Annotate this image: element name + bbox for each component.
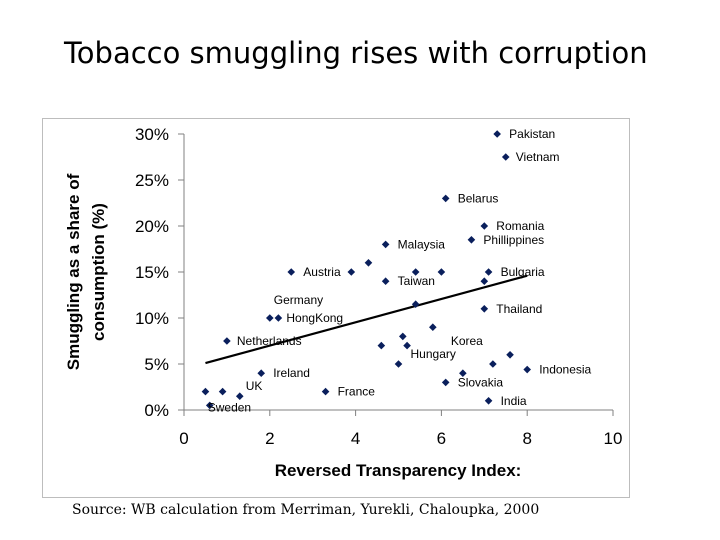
data-point-label: Taiwan xyxy=(398,274,435,288)
data-point-marker xyxy=(493,130,501,138)
data-point-label: Netherlands xyxy=(237,334,302,348)
data-point-marker xyxy=(441,194,450,203)
y-tick-label: 5% xyxy=(144,355,169,374)
data-point-marker xyxy=(398,332,407,341)
data-point-label: Thailand xyxy=(496,302,542,316)
data-point-marker xyxy=(506,351,514,359)
x-tick-label: 10 xyxy=(604,429,623,448)
trendline-group xyxy=(205,274,528,365)
data-point-label: Phillippines xyxy=(483,233,544,247)
data-point-label: Austria xyxy=(303,265,341,279)
data-point-marker xyxy=(201,387,210,396)
data-point-label: Hungary xyxy=(411,347,456,361)
data-point-label: Belarus xyxy=(458,191,499,205)
data-point-marker xyxy=(480,277,489,285)
data-point-marker xyxy=(287,268,296,276)
axes: 0% 5% 10% 15% 20% 25% 30% 0 2 4 6 8 10 xyxy=(135,125,622,448)
data-point-marker xyxy=(394,360,403,368)
data-point-label: Malaysia xyxy=(398,237,446,251)
data-point-marker xyxy=(218,387,227,396)
data-point-marker xyxy=(523,365,531,374)
y-tick-label: 25% xyxy=(135,171,169,190)
data-point-marker xyxy=(501,153,510,161)
y-tick-label: 20% xyxy=(135,217,169,236)
data-point-marker xyxy=(274,314,283,322)
data-point-label: Ireland xyxy=(273,366,310,380)
data-point-marker xyxy=(205,401,214,410)
chart-frame xyxy=(42,118,630,498)
source-note: Source: WB calculation from Merriman, Yu… xyxy=(72,502,540,518)
data-point-marker xyxy=(484,397,493,405)
data-point-marker xyxy=(441,378,450,387)
data-point-marker xyxy=(381,277,390,285)
data-point-marker xyxy=(480,305,489,313)
data-point-label: Sweden xyxy=(208,400,251,414)
data-point-marker xyxy=(429,323,437,331)
y-axis-title-line-2: consumption (%) xyxy=(89,203,108,341)
data-point-marker xyxy=(321,387,330,396)
x-tick-label: 2 xyxy=(265,429,274,448)
data-point-label: France xyxy=(338,385,376,399)
y-tick-label: 15% xyxy=(135,263,169,282)
data-point-marker xyxy=(403,341,411,350)
data-point-marker xyxy=(381,240,390,249)
data-point-label: Vietnam xyxy=(516,150,560,164)
data-point-marker xyxy=(467,236,476,244)
data-point-marker xyxy=(347,268,356,276)
x-tick-label: 8 xyxy=(522,429,531,448)
data-point-label: HongKong xyxy=(286,311,343,325)
y-axis-title-line-1: Smuggling as a share of xyxy=(64,173,83,370)
data-point-label: Indonesia xyxy=(539,363,591,377)
data-point-label: Pakistan xyxy=(509,127,555,141)
trendline xyxy=(205,274,528,365)
data-point-label: India xyxy=(501,394,527,408)
data-point-marker xyxy=(411,268,420,276)
x-axis-title: Reversed Transparency Index: xyxy=(275,461,522,480)
data-point-label: Bulgaria xyxy=(501,265,545,279)
x-tick-label: 6 xyxy=(437,429,446,448)
data-point-marker xyxy=(489,360,497,368)
y-tick-label: 30% xyxy=(135,125,169,144)
data-point-label: Slovakia xyxy=(458,375,504,389)
data-point-marker xyxy=(235,392,244,400)
data-point-marker xyxy=(257,369,266,377)
y-tick-label: 10% xyxy=(135,309,169,328)
slide-title: Tobacco smuggling rises with corruption xyxy=(64,36,648,70)
data-point-marker xyxy=(411,300,420,308)
data-point-marker xyxy=(437,268,446,276)
data-point-marker xyxy=(459,369,467,377)
data-point-marker xyxy=(364,259,373,267)
x-tick-label: 0 xyxy=(179,429,188,448)
x-tick-label: 4 xyxy=(351,429,360,448)
data-point-label: Germany xyxy=(274,293,323,307)
point-labels: Pakistan Vietnam Belarus RomaniaPhillippine… xyxy=(208,127,592,414)
data-point-label: UK xyxy=(246,379,263,393)
data-point-label: Korea xyxy=(451,334,483,348)
data-point-marker xyxy=(484,268,493,276)
data-point-label: Romania xyxy=(496,219,544,233)
data-point-marker xyxy=(480,222,489,230)
data-point-marker xyxy=(377,341,386,350)
y-tick-label: 0% xyxy=(144,401,169,420)
data-points xyxy=(201,130,531,410)
data-point-marker xyxy=(223,337,231,345)
data-point-marker xyxy=(266,314,274,322)
